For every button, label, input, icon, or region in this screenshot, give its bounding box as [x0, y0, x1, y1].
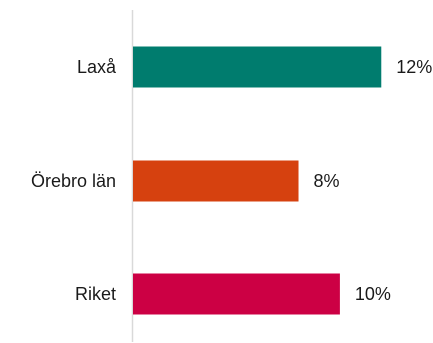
- data-label-2: 10%: [355, 284, 391, 304]
- category-label-0: Laxå: [77, 57, 117, 77]
- category-label-1: Örebro län: [31, 171, 116, 191]
- bar-0: [133, 46, 382, 88]
- category-label-2: Riket: [75, 284, 116, 304]
- bar-1: [133, 160, 299, 202]
- data-label-0: 12%: [396, 57, 432, 77]
- data-label-1: 8%: [314, 171, 340, 191]
- bar-2: [133, 273, 340, 315]
